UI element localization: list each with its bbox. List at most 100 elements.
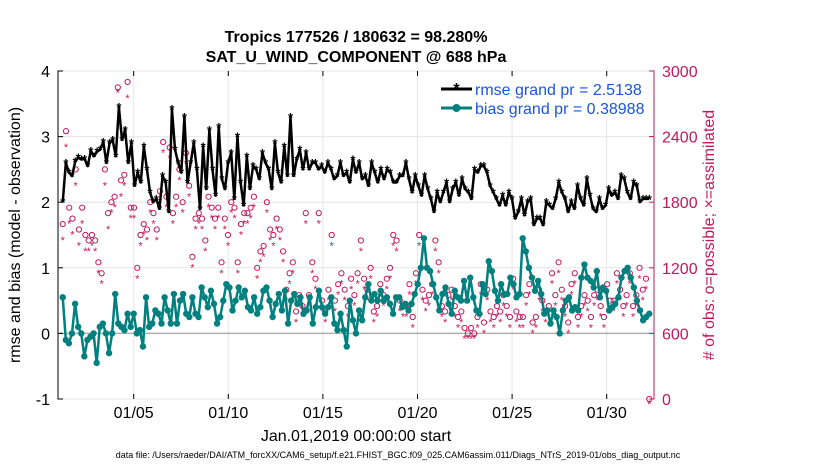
bias-point (281, 287, 289, 294)
possible-obs-point (66, 204, 73, 211)
possible-obs-point (454, 313, 462, 321)
rmse-point: * (294, 153, 300, 168)
possible-obs-point (581, 292, 588, 299)
rmse-point: * (254, 162, 260, 177)
legend-bias-marker (452, 104, 461, 112)
possible-obs-point (467, 324, 475, 332)
assimilated-obs-point: * (407, 290, 412, 302)
assimilated-obs-point: * (265, 208, 270, 220)
possible-obs-point (186, 182, 193, 189)
rmse-point: * (472, 162, 478, 177)
bias-point (136, 326, 144, 334)
rmse-point: * (197, 202, 203, 217)
possible-obs-point (309, 259, 316, 266)
bias-point (355, 307, 363, 314)
bias-point (646, 310, 653, 317)
possible-obs-point (597, 302, 604, 310)
rmse-point: * (285, 169, 291, 184)
bias-point (238, 294, 245, 301)
possible-obs-point (552, 292, 559, 299)
assimilated-obs-point: * (197, 219, 202, 231)
possible-obs-point (370, 308, 377, 315)
rmse-point: * (138, 176, 144, 191)
assimilated-obs-point: * (368, 273, 373, 285)
assimilated-obs-point: * (424, 306, 429, 318)
assimilated-obs-point: * (456, 322, 461, 334)
assimilated-obs-point: * (349, 284, 354, 296)
assimilated-obs-point: * (488, 317, 493, 329)
possible-obs-point (506, 313, 514, 321)
assimilated-obs-point: * (459, 317, 464, 329)
bias-point (479, 281, 486, 288)
assimilated-obs-point: * (391, 240, 396, 252)
rmse-point: * (609, 189, 615, 204)
assimilated-obs-point: * (281, 257, 286, 269)
rmse-point: * (612, 185, 618, 200)
rmse-point: * (232, 192, 238, 207)
possible-obs-point (604, 281, 611, 288)
rmse-point: * (647, 192, 653, 207)
assimilated-obs-point: * (245, 219, 250, 231)
bias-point (451, 287, 458, 294)
rmse-point: * (213, 189, 219, 204)
bias-point (575, 307, 582, 314)
rmse-point: * (179, 166, 185, 181)
rmse-point: * (263, 156, 269, 171)
possible-obs-point (254, 264, 261, 271)
rmse-point: * (129, 136, 135, 151)
possible-obs-point (312, 275, 319, 282)
possible-obs-point (584, 297, 591, 304)
assimilated-obs-point: * (514, 317, 519, 329)
rmse-point: * (275, 166, 281, 181)
rmse-point: * (628, 192, 634, 207)
rmse-point: * (391, 176, 397, 191)
possible-obs-point (409, 313, 416, 321)
bias-point (507, 274, 514, 281)
assimilated-obs-point: * (274, 224, 279, 236)
rmse-point: * (70, 169, 76, 184)
assimilated-obs-point: * (236, 268, 241, 280)
rmse-point: * (304, 146, 310, 161)
bias-point (266, 297, 273, 304)
rmse-point: * (316, 162, 322, 177)
bias-point (167, 320, 174, 327)
possible-obs-point (623, 292, 630, 299)
bias-point (343, 343, 350, 350)
assimilated-obs-point: * (501, 301, 506, 313)
bias-point (482, 290, 489, 298)
rmse-point: * (319, 159, 325, 174)
rmse-point: * (360, 172, 366, 187)
bias-point (59, 294, 66, 301)
rmse-point: * (438, 195, 444, 210)
y-right-tick-label: 1200 (662, 261, 698, 278)
bias-point (556, 330, 563, 337)
bias-point (130, 310, 137, 317)
assimilated-obs-point: * (453, 312, 458, 324)
assimilated-obs-point: * (187, 191, 192, 203)
possible-obs-point (620, 302, 627, 310)
bias-point (374, 297, 381, 304)
assimilated-obs-point: * (180, 208, 185, 220)
assimilated-obs-point: * (304, 219, 309, 231)
bias-point (436, 307, 443, 314)
assimilated-obs-point: * (560, 295, 565, 307)
assimilated-obs-point: * (550, 279, 555, 291)
rmse-point: * (559, 185, 565, 200)
rmse-point: * (185, 176, 191, 191)
bias-point (291, 290, 298, 298)
bias-point (565, 294, 573, 301)
possible-obs-point (198, 215, 206, 222)
bias-point (235, 284, 242, 291)
rmse-point: * (144, 162, 150, 177)
assimilated-obs-point: * (602, 322, 607, 334)
rmse-point: * (453, 176, 459, 191)
assimilated-obs-point: * (320, 306, 325, 318)
possible-obs-point (357, 237, 364, 244)
assimilated-obs-point: * (190, 262, 195, 274)
assimilated-obs-point: * (618, 295, 623, 307)
bias-point (263, 284, 270, 291)
rmse-point: * (63, 156, 69, 171)
bias-point (396, 294, 403, 301)
rmse-point: * (300, 162, 306, 177)
rmse-point: * (435, 185, 441, 200)
